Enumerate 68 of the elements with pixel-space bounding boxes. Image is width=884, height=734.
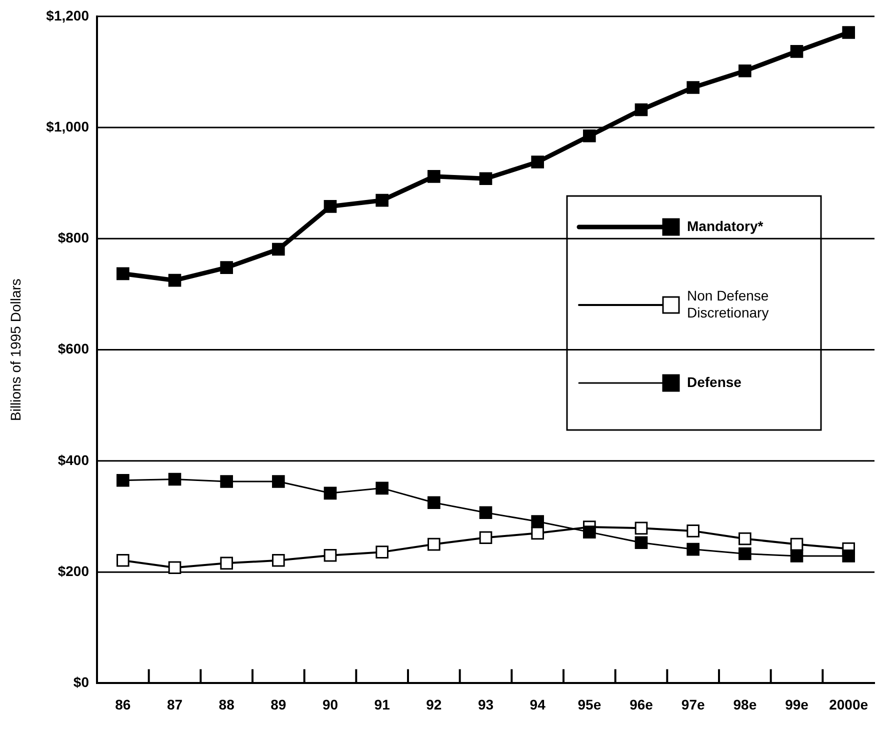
x-tick-label: 99e bbox=[785, 696, 809, 712]
point bbox=[116, 267, 130, 280]
y-tick-label: $600 bbox=[58, 340, 90, 357]
point bbox=[324, 200, 337, 213]
point bbox=[583, 526, 596, 538]
point bbox=[428, 538, 440, 551]
legend-label: Mandatory* bbox=[687, 218, 764, 234]
point bbox=[168, 561, 182, 574]
point bbox=[428, 170, 440, 183]
point bbox=[686, 524, 700, 538]
point bbox=[324, 486, 337, 500]
y-tick-label: $1,000 bbox=[46, 118, 90, 134]
point bbox=[220, 261, 233, 274]
point bbox=[220, 475, 233, 488]
legend-label: Non Defense Discretionary bbox=[687, 287, 769, 320]
x-tick-label: 88 bbox=[218, 696, 235, 712]
point bbox=[842, 550, 855, 562]
point bbox=[479, 172, 492, 186]
point bbox=[324, 548, 337, 562]
point bbox=[634, 536, 648, 550]
point bbox=[272, 475, 285, 488]
x-tick-label: 87 bbox=[166, 696, 183, 712]
point bbox=[790, 45, 804, 58]
y-tick-label: $400 bbox=[58, 452, 90, 468]
x-tick-label: 95e bbox=[578, 696, 602, 712]
point bbox=[220, 556, 233, 570]
point bbox=[842, 26, 855, 39]
point bbox=[531, 515, 544, 528]
point bbox=[428, 496, 440, 510]
point bbox=[738, 547, 752, 560]
point bbox=[634, 103, 648, 116]
x-tick-label: 94 bbox=[530, 696, 546, 712]
point bbox=[686, 542, 700, 556]
point bbox=[738, 64, 752, 78]
point bbox=[479, 506, 492, 520]
point bbox=[531, 156, 544, 168]
y-axis-title: Billions of 1995 Dollars bbox=[7, 278, 24, 422]
y-tick-label: $800 bbox=[58, 230, 90, 246]
point bbox=[686, 81, 700, 94]
point bbox=[376, 482, 388, 495]
point bbox=[116, 554, 130, 567]
point bbox=[479, 531, 492, 544]
point bbox=[583, 129, 596, 142]
x-tick-label: 96e bbox=[630, 696, 654, 712]
point bbox=[790, 550, 804, 562]
point bbox=[634, 522, 648, 535]
point bbox=[738, 532, 752, 546]
point bbox=[272, 554, 285, 567]
y-tick-label: $200 bbox=[58, 562, 90, 579]
y-tick-label: $1,200 bbox=[46, 7, 90, 24]
y-tick-label: $0 bbox=[73, 674, 90, 690]
point bbox=[168, 274, 182, 287]
x-tick-label: 97e bbox=[681, 696, 705, 712]
x-tick-label: 90 bbox=[322, 696, 338, 712]
x-tick-label: 98e bbox=[733, 696, 757, 712]
point bbox=[376, 546, 388, 558]
x-tick-label: 89 bbox=[270, 696, 286, 712]
x-tick-label: 86 bbox=[115, 696, 131, 712]
x-tick-label: 92 bbox=[426, 696, 442, 712]
legend-label: Defense bbox=[687, 374, 742, 390]
point bbox=[272, 242, 285, 256]
x-tick-label: 91 bbox=[374, 696, 390, 712]
x-tick-label: 2000e bbox=[829, 696, 868, 712]
point bbox=[168, 472, 182, 486]
point bbox=[376, 194, 388, 207]
point bbox=[116, 474, 130, 487]
point bbox=[531, 526, 544, 540]
x-tick-label: 93 bbox=[478, 696, 494, 712]
